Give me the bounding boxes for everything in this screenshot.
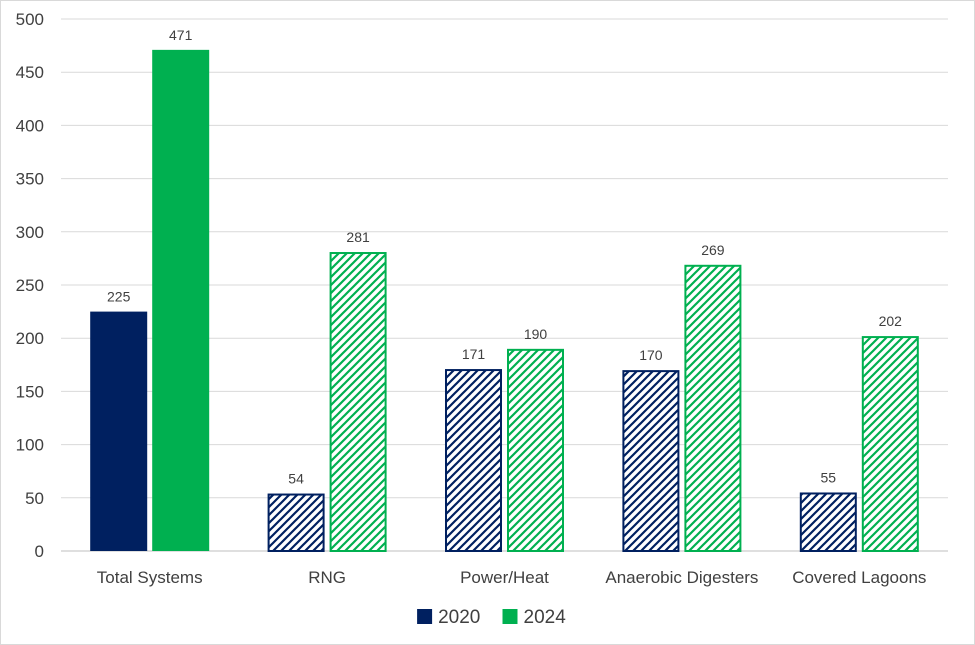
data-label: 54 [288, 471, 304, 487]
bar-2024-3 [684, 264, 742, 552]
bar-2024-1 [329, 252, 387, 553]
x-category-label: Total Systems [97, 568, 203, 587]
data-label: 171 [462, 346, 486, 362]
data-label: 281 [346, 229, 370, 245]
x-axis-categories: Total Systems RNG Power/Heat Anaerobic Dige… [97, 568, 927, 587]
legend: 2020 2024 [417, 607, 566, 628]
bar-2020-3 [622, 370, 680, 552]
y-tick-label: 300 [16, 223, 44, 242]
x-category-label: Covered Lagoons [792, 568, 926, 587]
bar-2024-4 [861, 336, 919, 552]
y-tick-label: 200 [16, 329, 44, 348]
bar-2024-2 [507, 348, 564, 552]
y-tick-label: 400 [16, 116, 44, 135]
data-labels: 225 471 54 281 171 190 170 269 55 202 [107, 27, 902, 487]
bar-2020-2 [445, 369, 502, 552]
bar-2020-1 [267, 493, 325, 553]
y-axis-ticks: 0 50 100 150 200 250 300 350 400 450 500 [16, 10, 44, 561]
data-label: 190 [524, 326, 548, 342]
data-label: 202 [879, 313, 903, 329]
bar-2020-0 [90, 311, 148, 551]
legend-swatch [417, 609, 433, 624]
bar-2020-4 [799, 492, 857, 553]
x-category-label: Anaerobic Digesters [605, 568, 758, 587]
data-label: 269 [701, 242, 725, 258]
x-category-label: RNG [308, 568, 346, 587]
y-tick-label: 450 [16, 63, 44, 82]
legend-label: 2024 [524, 607, 567, 628]
y-tick-label: 250 [16, 276, 44, 295]
y-tick-label: 100 [16, 436, 44, 455]
data-label: 471 [169, 27, 193, 43]
data-label: 225 [107, 289, 131, 305]
bar-2024-0 [152, 49, 210, 552]
y-tick-label: 150 [16, 382, 44, 401]
y-tick-label: 0 [35, 542, 44, 561]
data-label: 55 [821, 469, 837, 485]
y-tick-label: 350 [16, 170, 44, 189]
x-category-label: Power/Heat [460, 568, 549, 587]
legend-swatch [502, 609, 518, 624]
legend-label: 2020 [438, 607, 480, 628]
data-label: 170 [639, 347, 663, 363]
bars [90, 49, 919, 553]
y-tick-label: 500 [16, 10, 44, 29]
y-tick-label: 50 [25, 489, 44, 508]
